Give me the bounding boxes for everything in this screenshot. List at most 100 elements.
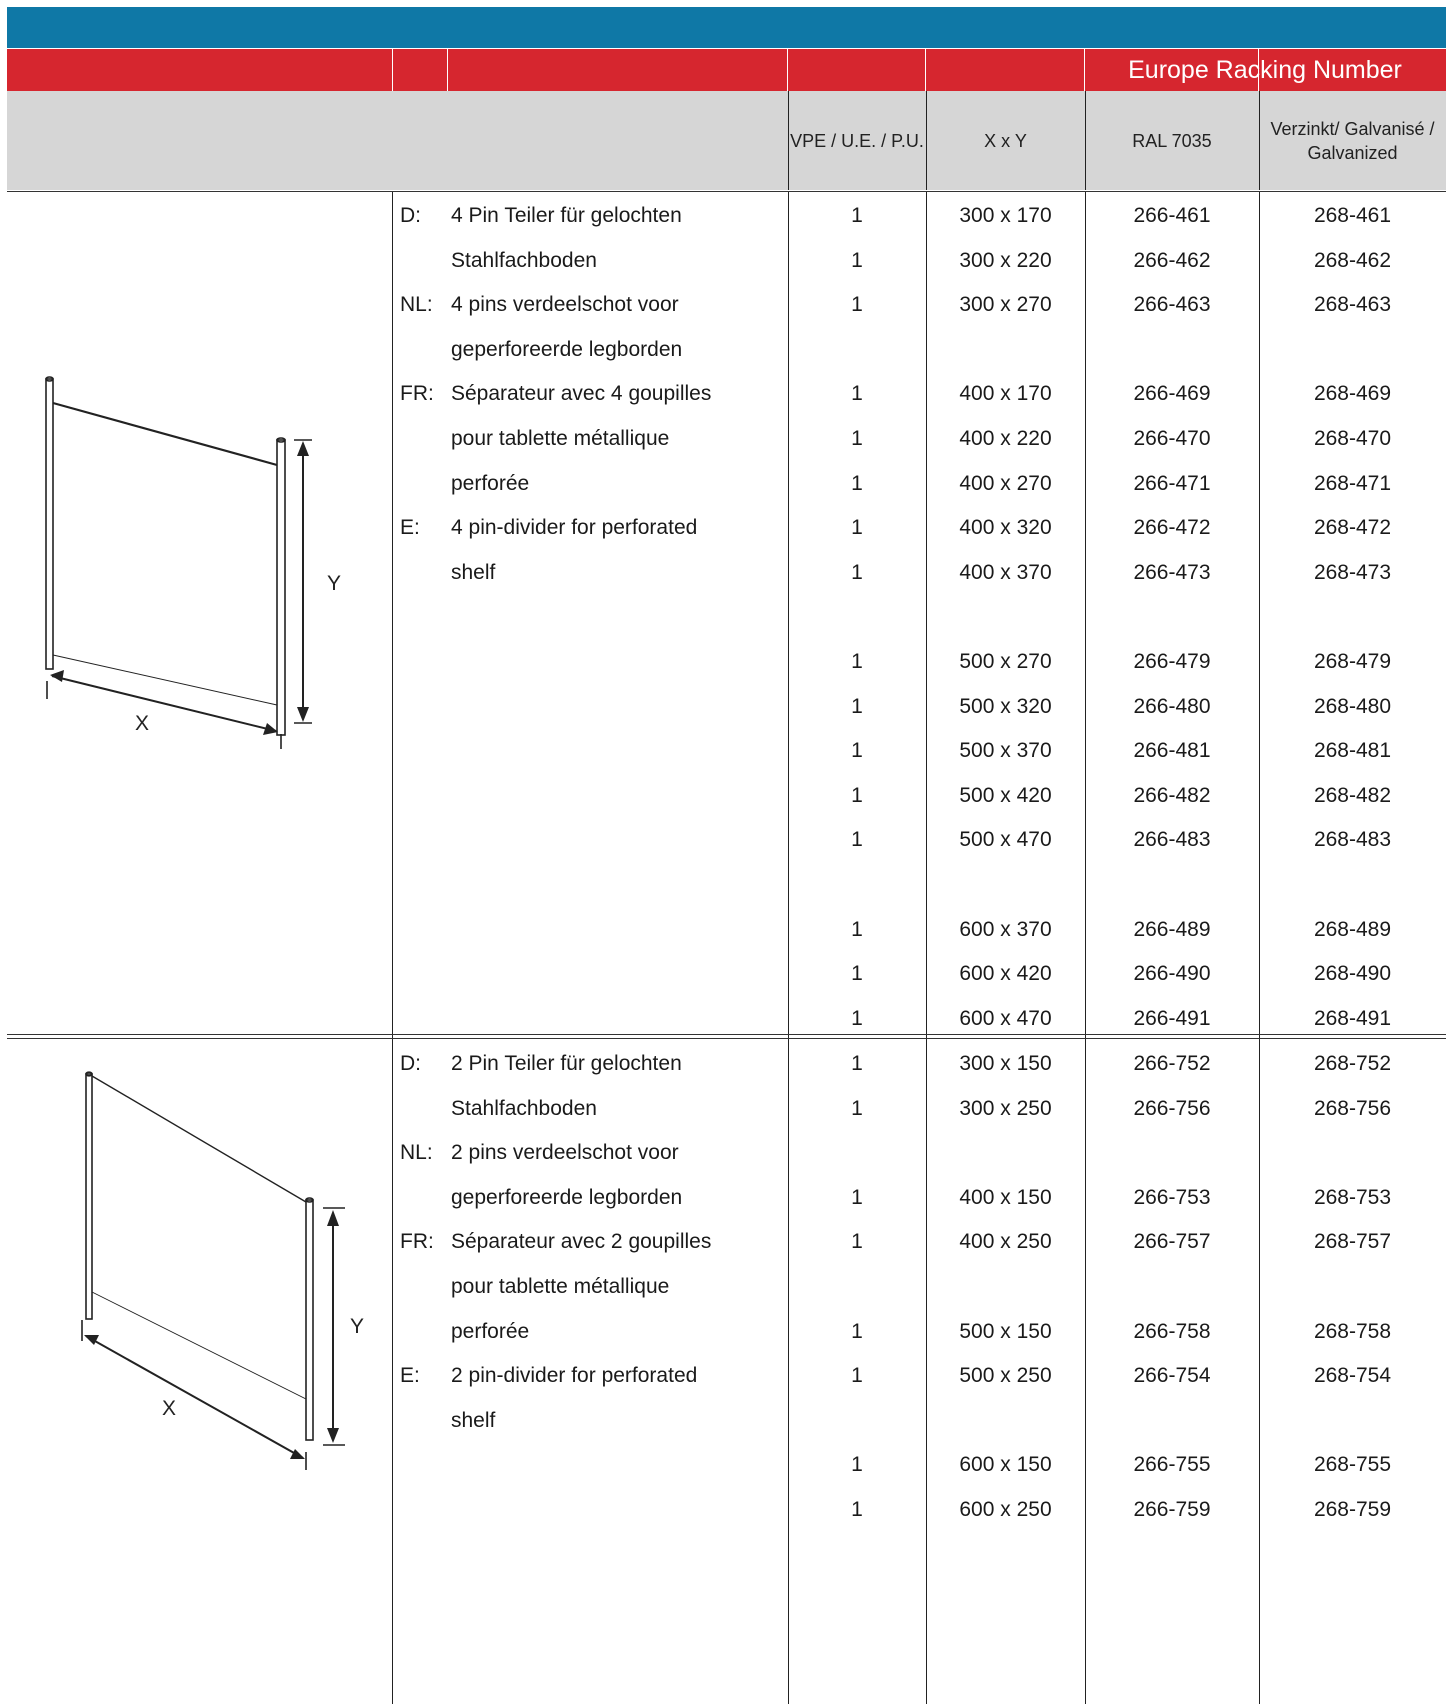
- description-line: pour tablette métallique: [451, 1275, 670, 1298]
- cell-ral-7035-number: 266-480: [1133, 694, 1211, 718]
- cell-galvanized-number: 268-480: [1313, 694, 1392, 718]
- cell-ral-7035-number: 266-479: [1133, 650, 1211, 673]
- cell-vpe: 1: [851, 1052, 863, 1075]
- cell-ral-7035-number: 266-759: [1133, 1498, 1211, 1521]
- cell-vpe: 1: [851, 293, 863, 317]
- cell-dimensions: 500 x 470: [959, 828, 1052, 852]
- cell-vpe: 1: [851, 204, 863, 227]
- cell-vpe: 1: [851, 560, 863, 584]
- column-divider: [392, 192, 393, 1704]
- cell-galvanized-number: 268-470: [1313, 427, 1392, 450]
- cell-dimensions: 600 x 370: [959, 917, 1052, 941]
- cell-galvanized-number: 268-461: [1313, 204, 1392, 227]
- cell-vpe: 1: [851, 1096, 863, 1120]
- cell-dimensions: 500 x 420: [959, 783, 1052, 807]
- cell-dimensions: 400 x 150: [959, 1185, 1052, 1209]
- description-line: shelf: [451, 560, 496, 584]
- cell-galvanized-number: 268-757: [1313, 1230, 1392, 1254]
- top-banner: [7, 7, 1446, 48]
- column-divider: [1259, 192, 1260, 1704]
- description-line: pour tablette métallique: [451, 427, 670, 450]
- header-divider: [788, 91, 789, 190]
- cell-vpe: 1: [851, 248, 863, 272]
- dimension-x-label: X: [135, 712, 149, 735]
- description-line: 4 pin-divider for perforated: [451, 516, 698, 540]
- cell-vpe: 1: [851, 1453, 863, 1477]
- cell-galvanized-number: 268-479: [1313, 650, 1392, 673]
- cell-galvanized-number: 268-471: [1313, 471, 1392, 495]
- red-header-bar: [7, 49, 1446, 91]
- dimension-x-label: X: [162, 1397, 176, 1420]
- section-divider: [7, 1038, 1446, 1039]
- cell-ral-7035-number: 266-758: [1133, 1319, 1211, 1343]
- description-line: 2 Pin Teiler für gelochten: [451, 1052, 682, 1075]
- description-line: Séparateur avec 4 goupilles: [451, 382, 712, 406]
- column-divider: [1085, 192, 1086, 1704]
- cell-dimensions: 400 x 250: [959, 1230, 1052, 1254]
- column-header-row: [7, 91, 1446, 190]
- description-line: geperforeerde legborden: [451, 1185, 683, 1209]
- cell-ral-7035-number: 266-472: [1133, 516, 1211, 540]
- cell-vpe: 1: [851, 917, 863, 941]
- header-divider: [1085, 91, 1086, 190]
- cell-dimensions: 300 x 220: [959, 248, 1052, 272]
- col-header-ral: RAL 7035: [1132, 130, 1212, 151]
- description-language-code: E:: [400, 516, 420, 540]
- cell-ral-7035-number: 266-481: [1133, 739, 1211, 763]
- description-language-code: FR:: [400, 1230, 434, 1254]
- cell-dimensions: 300 x 250: [959, 1096, 1052, 1120]
- description-line: Stahlfachboden: [451, 248, 597, 272]
- description-line: Séparateur avec 2 goupilles: [451, 1230, 712, 1254]
- cell-galvanized-number: 268-481: [1313, 739, 1392, 763]
- column-divider: [788, 192, 789, 1704]
- europe-racking-number-title: Europe Racking Number: [1128, 56, 1402, 84]
- cell-vpe: 1: [851, 1364, 863, 1388]
- cell-ral-7035-number: 266-756: [1133, 1096, 1211, 1120]
- cell-galvanized-number: 268-469: [1313, 382, 1392, 406]
- cell-galvanized-number: 268-472: [1313, 516, 1392, 540]
- cell-ral-7035-number: 266-471: [1133, 471, 1211, 495]
- cell-ral-7035-number: 266-752: [1133, 1052, 1211, 1075]
- cell-vpe: 1: [851, 1498, 863, 1521]
- cell-dimensions: 300 x 150: [959, 1052, 1052, 1075]
- cell-galvanized-number: 268-759: [1313, 1498, 1392, 1521]
- header-bottom-rule: [7, 191, 1446, 192]
- cell-ral-7035-number: 266-469: [1133, 382, 1211, 406]
- cell-vpe: 1: [851, 516, 863, 540]
- cell-ral-7035-number: 266-461: [1133, 204, 1211, 227]
- cell-dimensions: 300 x 170: [959, 204, 1052, 227]
- cell-ral-7035-number: 266-491: [1133, 1006, 1211, 1030]
- cell-dimensions: 600 x 250: [959, 1498, 1052, 1521]
- cell-ral-7035-number: 266-489: [1133, 917, 1211, 941]
- cell-vpe: 1: [851, 962, 863, 986]
- cell-dimensions: 300 x 270: [959, 293, 1052, 317]
- cell-dimensions: 500 x 370: [959, 739, 1052, 763]
- cell-dimensions: 400 x 370: [959, 560, 1052, 584]
- cell-dimensions: 600 x 470: [959, 1006, 1052, 1030]
- description-line: shelf: [451, 1408, 496, 1432]
- description-language-code: D:: [400, 1052, 421, 1075]
- cell-dimensions: 400 x 220: [959, 427, 1052, 450]
- cell-ral-7035-number: 266-754: [1133, 1364, 1211, 1388]
- cell-galvanized-number: 268-473: [1313, 560, 1392, 584]
- dimension-y-label: Y: [327, 572, 341, 595]
- col-header-galvanized: Verzinkt/ Galvanisé / Galvanized: [1270, 118, 1435, 163]
- description-line: 2 pin-divider for perforated: [451, 1364, 698, 1388]
- section-divider: [7, 1034, 1446, 1035]
- cell-galvanized-number: 268-462: [1313, 248, 1392, 272]
- cell-vpe: 1: [851, 828, 863, 852]
- description-line: perforée: [451, 1319, 530, 1343]
- description-line: 4 Pin Teiler für gelochten: [451, 204, 682, 227]
- cell-galvanized-number: 268-463: [1313, 293, 1392, 317]
- header-divider: [1259, 91, 1260, 190]
- description-line: Stahlfachboden: [451, 1096, 597, 1120]
- description-language-code: NL:: [400, 1141, 433, 1165]
- cell-galvanized-number: 268-752: [1313, 1052, 1392, 1075]
- cell-ral-7035-number: 266-482: [1133, 783, 1211, 807]
- cell-dimensions: 600 x 420: [959, 962, 1052, 986]
- divider-2pin-drawing: Y X: [81, 1071, 364, 1470]
- cell-vpe: 1: [851, 694, 863, 718]
- cell-vpe: 1: [851, 739, 863, 763]
- cell-ral-7035-number: 266-463: [1133, 293, 1211, 317]
- description-language-code: E:: [400, 1364, 420, 1388]
